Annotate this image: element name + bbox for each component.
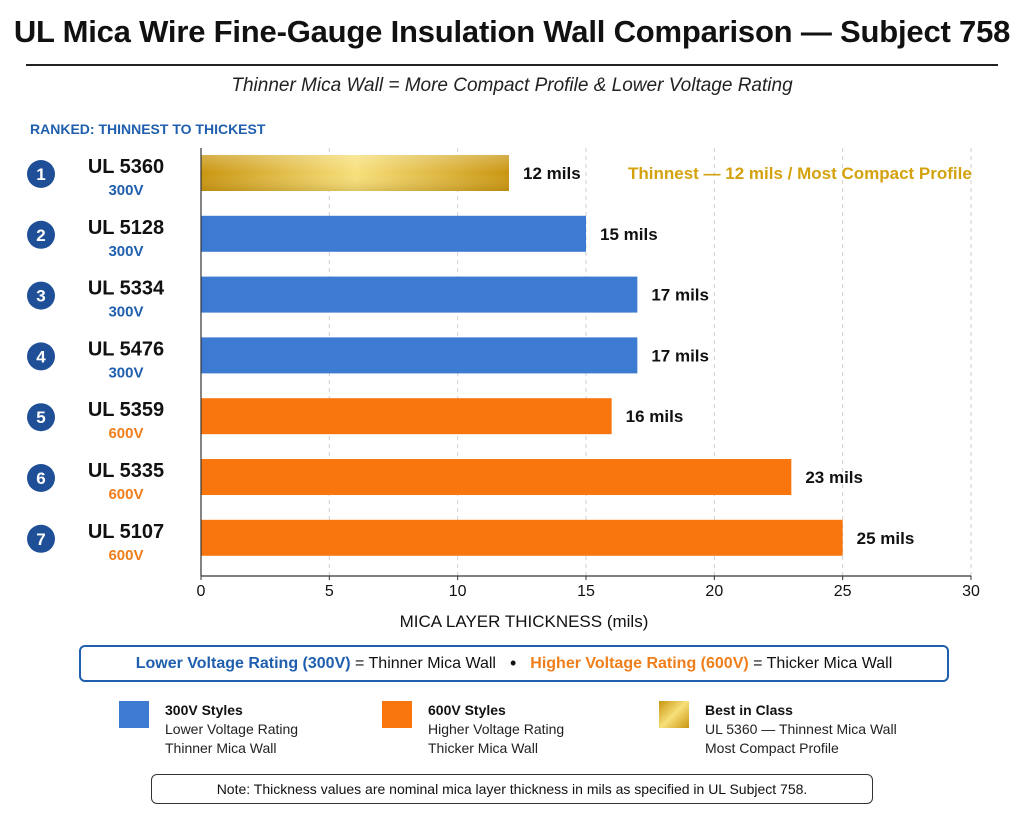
legend-line2-600v: Thicker Mica Wall — [428, 740, 538, 756]
rank-badge — [27, 403, 55, 432]
voltage-label: 300V — [108, 364, 143, 381]
rank-badge — [27, 220, 55, 249]
legend-title-300v: 300V Styles — [165, 702, 243, 718]
bar — [201, 519, 843, 556]
high-voltage-label: Higher Voltage Rating (600V) — [530, 654, 749, 672]
rank-number: 3 — [36, 287, 45, 306]
rank-heading: RANKED: THINNEST TO THICKEST — [30, 121, 266, 137]
category-label: UL 5360 — [88, 156, 164, 178]
bar — [201, 398, 612, 435]
legend-line1-600v: Higher Voltage Rating — [428, 721, 565, 737]
legend-item-best: Best in Class UL 5360 — Thinnest Mica Wa… — [659, 701, 897, 758]
rank-number: 7 — [36, 530, 45, 549]
category-label: UL 5335 — [88, 460, 164, 482]
legend-item-300v: 300V Styles Lower Voltage Rating Thinner… — [119, 701, 298, 758]
voltage-label: 600V — [108, 425, 143, 442]
rank-badge — [27, 524, 55, 553]
bar-chart: Thinnest — 12 mils / Most Compact Profil… — [27, 148, 980, 631]
legend-item-600v: 600V Styles Higher Voltage Rating Thicke… — [382, 701, 564, 758]
legend-swatch-300v — [119, 701, 149, 728]
bar — [201, 337, 638, 374]
rank-badge — [27, 464, 55, 492]
rank-badge — [27, 342, 55, 371]
bar — [201, 459, 792, 495]
voltage-rating-note: Lower Voltage Rating (300V) = Thinner Mi… — [79, 645, 949, 682]
rank-number: 1 — [36, 165, 45, 184]
category-label: UL 5107 — [88, 521, 164, 543]
bar — [201, 276, 638, 313]
legend-line1-best: UL 5360 — Thinnest Mica Wall — [705, 721, 897, 737]
data-label: 23 mils — [805, 468, 863, 487]
legend-line1-300v: Lower Voltage Rating — [165, 721, 299, 737]
legend-title-600v: 600V Styles — [428, 702, 506, 718]
rank-badge — [27, 160, 55, 188]
legend-title-best: Best in Class — [705, 702, 793, 718]
category-label: UL 5128 — [88, 217, 164, 239]
legend-swatch-600v — [382, 701, 412, 728]
x-axis-title: MICA LAYER THICKNESS (mils) — [400, 612, 649, 631]
x-tick-label: 10 — [449, 583, 467, 600]
category-label: UL 5359 — [88, 399, 164, 421]
data-label: 17 mils — [651, 286, 709, 305]
voltage-label: 600V — [108, 547, 143, 564]
legend-line2-300v: Thinner Mica Wall — [165, 740, 277, 756]
bar-sheen — [201, 155, 509, 191]
chart-title: UL Mica Wire Fine-Gauge Insulation Wall … — [13, 14, 1011, 49]
data-label: 17 mils — [651, 346, 709, 365]
rank-number: 2 — [36, 226, 45, 245]
rank-number: 6 — [36, 469, 45, 488]
data-label: 12 mils — [523, 164, 581, 183]
x-tick-label: 25 — [834, 583, 852, 600]
voltage-label: 300V — [108, 243, 143, 260]
low-voltage-label: Lower Voltage Rating (300V) — [135, 654, 351, 672]
title-divider — [26, 64, 998, 66]
rank-number: 4 — [36, 347, 46, 366]
voltage-label: 300V — [108, 182, 143, 199]
best-annotation: Thinnest — 12 mils / Most Compact Profil… — [628, 164, 972, 183]
x-tick-label: 20 — [705, 583, 723, 600]
rank-number: 5 — [36, 408, 45, 427]
legend-line2-best: Most Compact Profile — [705, 740, 839, 756]
low-voltage-meaning: = Thinner Mica Wall — [355, 654, 496, 672]
x-tick-label: 5 — [325, 583, 334, 600]
data-label: 16 mils — [626, 407, 684, 426]
rank-badge — [27, 281, 55, 310]
voltage-label: 300V — [108, 304, 143, 321]
x-tick-label: 0 — [197, 583, 206, 600]
high-voltage-meaning: = Thicker Mica Wall — [753, 654, 893, 672]
footnote: Note: Thickness values are nominal mica … — [151, 774, 873, 804]
category-label: UL 5334 — [88, 278, 165, 300]
data-label: 25 mils — [857, 529, 915, 548]
x-tick-label: 30 — [962, 583, 980, 600]
category-label: UL 5476 — [88, 338, 164, 360]
chart-subtitle: Thinner Mica Wall = More Compact Profile… — [231, 75, 793, 96]
legend-swatch-best — [659, 701, 689, 728]
bar — [201, 215, 586, 252]
x-tick-label: 15 — [577, 583, 595, 600]
voltage-separator: • — [509, 653, 517, 673]
voltage-label: 600V — [108, 486, 143, 503]
data-label: 15 mils — [600, 225, 658, 244]
